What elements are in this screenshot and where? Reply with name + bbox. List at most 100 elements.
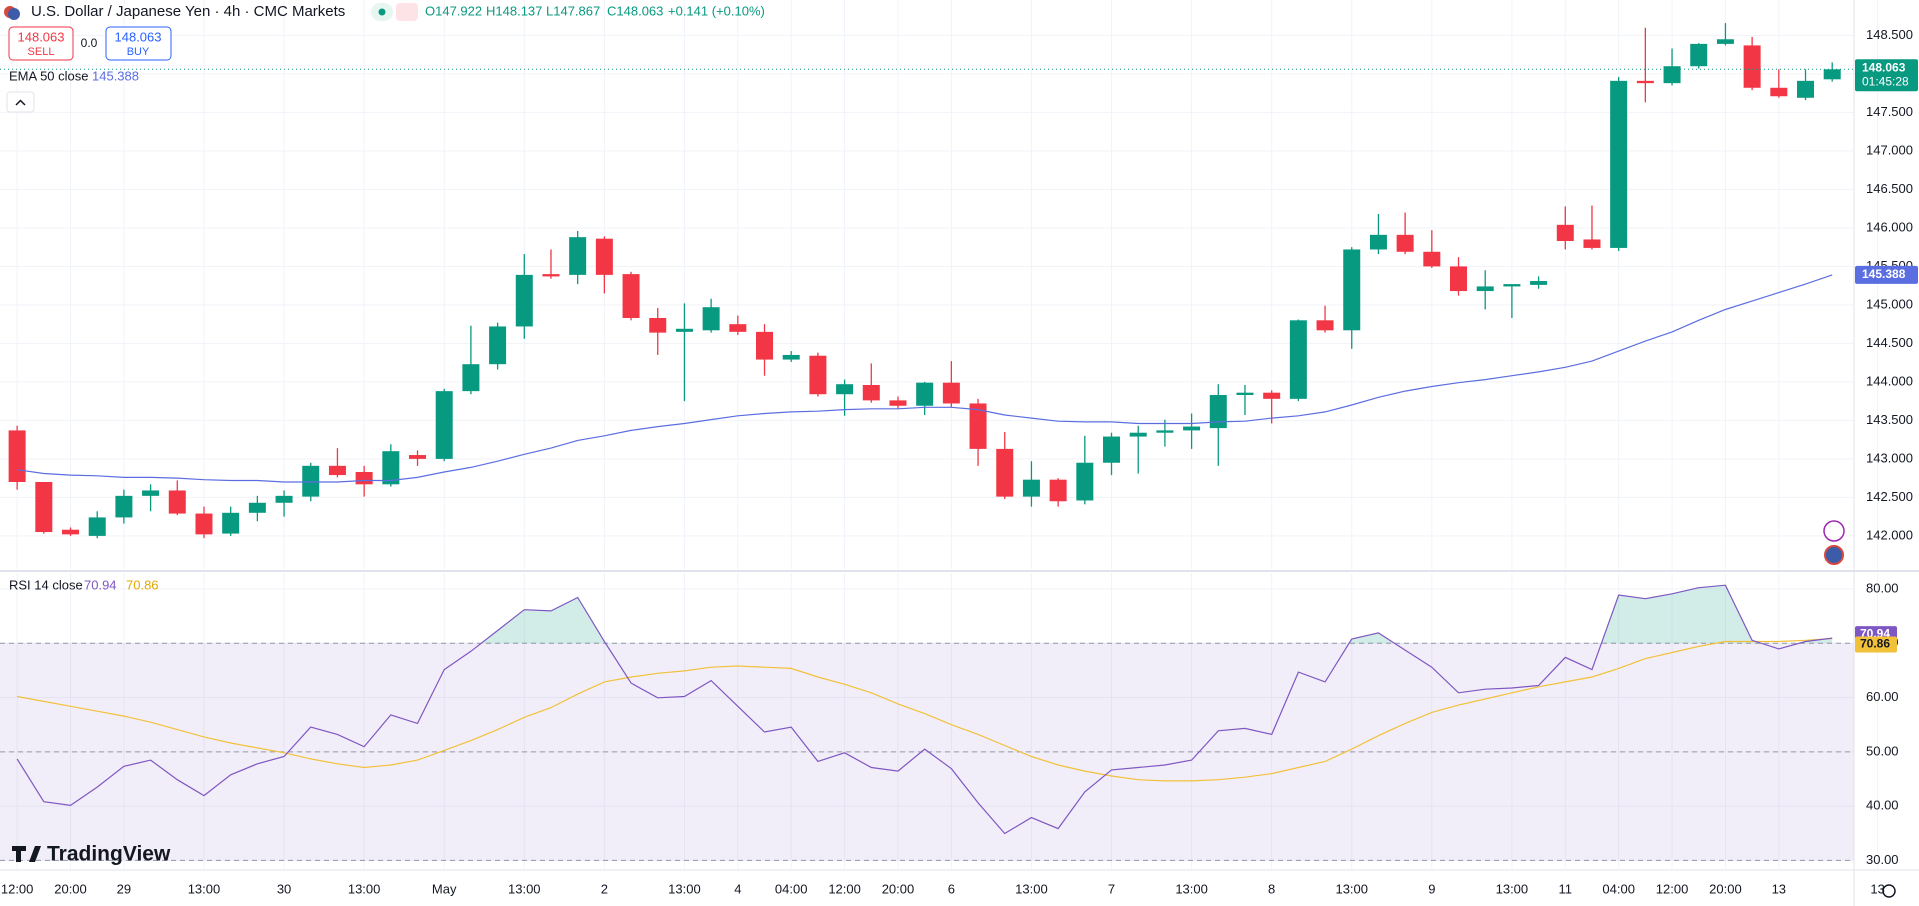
candle-body	[515, 274, 533, 327]
candle-body	[702, 307, 720, 331]
plot	[0, 23, 1854, 835]
y-tick-label: 148.500	[1866, 27, 1913, 42]
candle-body	[1183, 426, 1201, 431]
candle-body	[969, 403, 987, 449]
candle-body	[328, 465, 346, 476]
symbol-title: U.S. Dollar / Japanese Yen · 4h · CMC Ma…	[31, 3, 345, 20]
y-tick-label: 142.500	[1866, 489, 1913, 504]
candle-body	[1556, 224, 1574, 241]
y-tick-label: 80.00	[1866, 580, 1899, 595]
candle-body	[1743, 45, 1761, 88]
candle-body	[649, 317, 667, 333]
candle-body	[595, 238, 613, 275]
x-tick-label: 20:00	[882, 881, 915, 896]
overbought-fill	[17, 585, 1833, 644]
x-tick-label: 2	[601, 881, 608, 896]
x-tick-label: 04:00	[1602, 881, 1635, 896]
candle-body	[996, 448, 1014, 497]
buy-label[interactable]: BUY	[127, 46, 150, 58]
candle-body	[675, 328, 693, 332]
economy-icon[interactable]	[1824, 545, 1844, 565]
settings-icon[interactable]	[1882, 884, 1896, 898]
candle-body	[809, 355, 827, 395]
x-tick-label: 20:00	[54, 881, 87, 896]
axes: 12:00 20:00 29 13:00 30 13:00 May 13:00 2 13:00 4 0…	[1, 27, 1918, 896]
countdown-label: 01:45:28	[1862, 74, 1909, 88]
x-tick-label: 13:00	[1496, 881, 1529, 896]
candle-body	[8, 430, 26, 482]
sell-label[interactable]: SELL	[28, 46, 55, 58]
x-tick-label: 12:00	[1656, 881, 1689, 896]
candle-body	[1022, 479, 1040, 497]
y-tick-label: 142.000	[1866, 527, 1913, 542]
y-tick-label: 40.00	[1866, 798, 1899, 813]
candle-body	[62, 529, 80, 535]
candle-body	[1770, 87, 1788, 97]
candle-body	[862, 384, 880, 401]
collapse-icon[interactable]	[15, 99, 26, 106]
candle-body	[195, 513, 213, 535]
candle-body	[1716, 39, 1734, 44]
y-tick-label: 146.000	[1866, 219, 1913, 234]
candle-body	[1503, 284, 1521, 287]
candle-body	[1423, 251, 1441, 267]
last-price-label: 148.063	[1862, 60, 1906, 74]
ema-price-box	[1855, 265, 1918, 284]
candle-body	[942, 382, 960, 404]
buy-price[interactable]: 148.063	[115, 29, 162, 44]
x-tick-label: 30	[277, 881, 291, 896]
candle-body	[1476, 286, 1494, 292]
candle-body	[1156, 430, 1174, 433]
symbol-flag	[8, 8, 20, 20]
candle-body	[889, 400, 907, 406]
sell-button[interactable]	[8, 26, 74, 61]
candle-body	[542, 274, 560, 277]
candle-body	[1530, 281, 1548, 285]
spread: 0.0	[81, 36, 98, 50]
x-tick-label: 6	[948, 881, 955, 896]
ohlc-change: +0.141 (+0.10%)	[668, 3, 765, 18]
status-badge	[396, 3, 418, 21]
sell-price[interactable]: 148.063	[18, 29, 65, 44]
x-tick-label: 4	[734, 881, 741, 896]
rsi-ma-line	[16, 637, 1833, 782]
x-tick-label: 13:00	[188, 881, 221, 896]
rsi-legend: RSI 14 close	[9, 577, 83, 592]
x-tick-label: 13:00	[668, 881, 701, 896]
collapse-button[interactable]	[6, 91, 35, 113]
candle-body	[409, 455, 427, 459]
x-tick-label: 12:00	[1, 881, 34, 896]
x-tick-label: 9	[1428, 881, 1435, 896]
ema-line	[17, 274, 1833, 483]
candle-body	[569, 237, 587, 275]
candle-body	[1610, 80, 1628, 248]
x-tick-label: 04:00	[775, 881, 808, 896]
candle-body	[142, 490, 160, 496]
candle-body	[35, 481, 53, 533]
ohlc-close: C148.063	[607, 3, 663, 18]
x-tick-label: 11	[1559, 881, 1573, 896]
rsi-line	[16, 584, 1833, 835]
x-tick-label: 13:00	[1015, 881, 1048, 896]
rsi-ma-legend-value: 70.86	[126, 577, 159, 592]
event-icon[interactable]	[1823, 520, 1845, 542]
candle-body	[622, 274, 640, 318]
status-dot	[378, 8, 386, 16]
candle-body	[88, 517, 106, 536]
y-tick-label: 144.500	[1866, 335, 1913, 350]
buy-button[interactable]	[105, 26, 172, 61]
rsi-value-label: 70.86	[1860, 637, 1890, 651]
candle-body	[1209, 394, 1227, 429]
x-tick-label: 13:00	[1335, 881, 1368, 896]
x-tick-label: 13:00	[348, 881, 381, 896]
candle-body	[1690, 43, 1708, 67]
last-price-box	[1855, 59, 1918, 92]
candle-body	[729, 324, 747, 332]
y-tick-label: 50.00	[1866, 743, 1899, 758]
candle-body	[1076, 462, 1094, 501]
candle-body	[275, 495, 293, 503]
candle-body	[782, 354, 800, 360]
y-tick-label: 147.000	[1866, 142, 1913, 157]
ema-legend-value: 145.388	[92, 68, 139, 83]
